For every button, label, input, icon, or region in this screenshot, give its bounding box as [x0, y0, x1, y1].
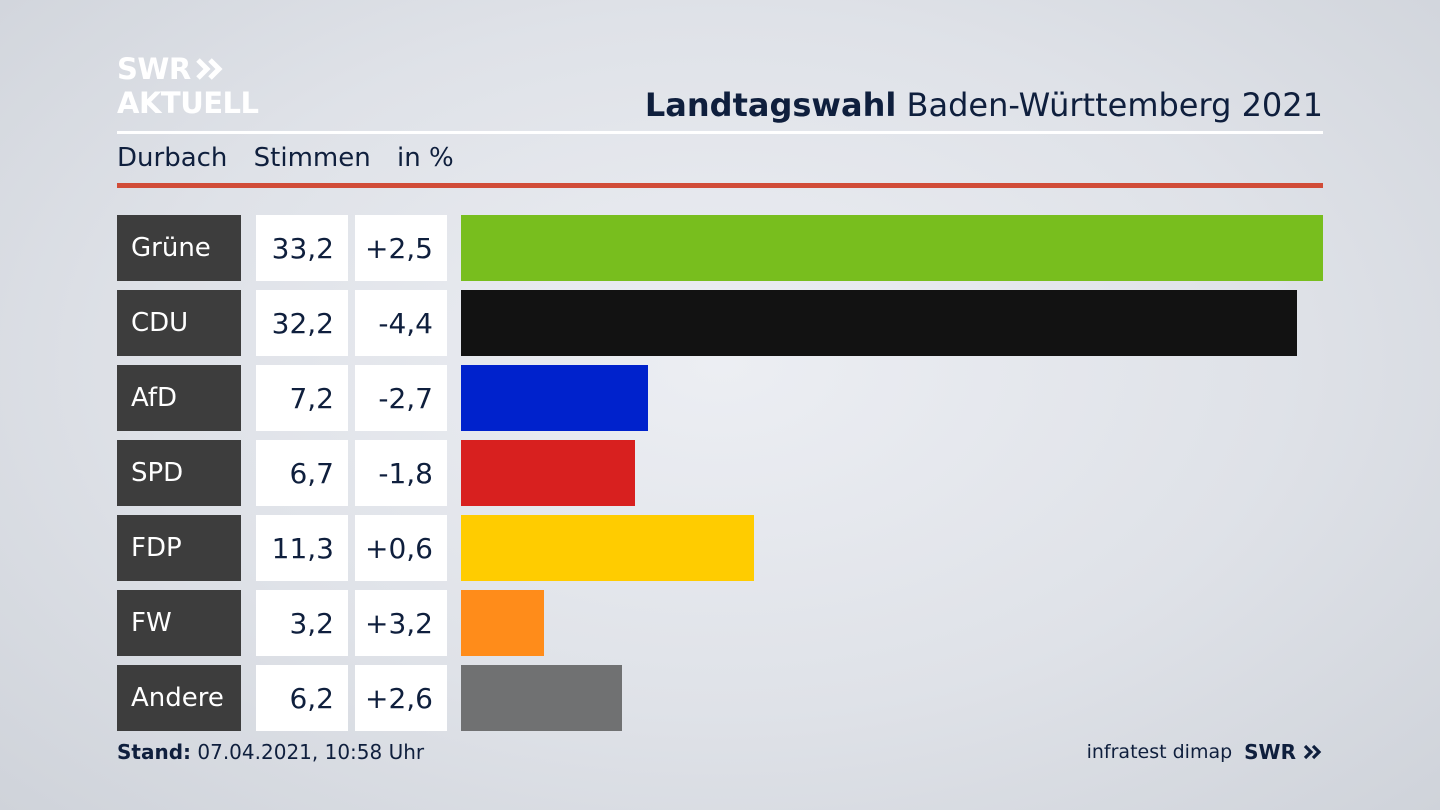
vote-share-value: 6,7	[256, 440, 348, 506]
change-value: -2,7	[355, 365, 447, 431]
vote-share-value: 33,2	[256, 215, 348, 281]
double-chevron-icon	[1303, 744, 1322, 760]
logo-text-aktuell: AKTUELL	[117, 85, 259, 120]
party-label: FW	[117, 590, 241, 656]
unit-label: in %	[397, 143, 454, 173]
result-row: SPD 6,7 -1,8	[0, 440, 1440, 506]
vote-share-value: 6,2	[256, 665, 348, 731]
change-value: +2,5	[355, 215, 447, 281]
result-bar	[461, 290, 1297, 356]
vote-share-value: 11,3	[256, 515, 348, 581]
vote-share-value: 32,2	[256, 290, 348, 356]
change-value: -1,8	[355, 440, 447, 506]
result-row: Andere 6,2 +2,6	[0, 665, 1440, 731]
accent-divider	[117, 183, 1323, 188]
title-rest: Baden-Württemberg 2021	[906, 86, 1324, 124]
title-bold: Landtagswahl	[644, 86, 897, 124]
metric-label: Stimmen	[253, 143, 371, 173]
vote-share-value: 7,2	[256, 365, 348, 431]
party-label: FDP	[117, 515, 241, 581]
party-label: CDU	[117, 290, 241, 356]
result-bar	[461, 515, 754, 581]
location-label: Durbach	[117, 143, 228, 173]
change-value: +2,6	[355, 665, 447, 731]
source-label: infratest dimap	[1086, 741, 1233, 763]
stand-label: Stand:	[117, 740, 192, 764]
party-label: Grüne	[117, 215, 241, 281]
page-title: Landtagswahl Baden-Württemberg 2021	[645, 86, 1323, 124]
subheader: Durbach Stimmen in %	[117, 143, 472, 173]
logo-swr: SWR	[117, 52, 259, 86]
header-divider	[117, 131, 1323, 134]
result-row: Grüne 33,2 +2,5	[0, 215, 1440, 281]
change-value: +0,6	[355, 515, 447, 581]
result-row: AfD 7,2 -2,7	[0, 365, 1440, 431]
double-chevron-icon	[195, 58, 223, 80]
party-label: AfD	[117, 365, 241, 431]
party-label: Andere	[117, 665, 241, 731]
result-row: FW 3,2 +3,2	[0, 590, 1440, 656]
result-bar	[461, 665, 622, 731]
result-bar	[461, 215, 1323, 281]
result-bar	[461, 590, 544, 656]
swr-aktuell-logo: SWR AKTUELL	[117, 52, 259, 120]
change-value: +3,2	[355, 590, 447, 656]
result-row: FDP 11,3 +0,6	[0, 515, 1440, 581]
stand-value: 07.04.2021, 10:58 Uhr	[197, 740, 425, 764]
result-bar	[461, 365, 648, 431]
footer-brand: SWR	[1244, 740, 1323, 764]
party-label: SPD	[117, 440, 241, 506]
vote-share-value: 3,2	[256, 590, 348, 656]
result-bar	[461, 440, 635, 506]
change-value: -4,4	[355, 290, 447, 356]
source-credit: infratest dimap SWR	[1087, 740, 1323, 764]
timestamp: Stand: 07.04.2021, 10:58 Uhr	[117, 740, 424, 764]
footer-brand-text: SWR	[1244, 740, 1297, 764]
result-row: CDU 32,2 -4,4	[0, 290, 1440, 356]
logo-text-swr: SWR	[117, 51, 191, 86]
